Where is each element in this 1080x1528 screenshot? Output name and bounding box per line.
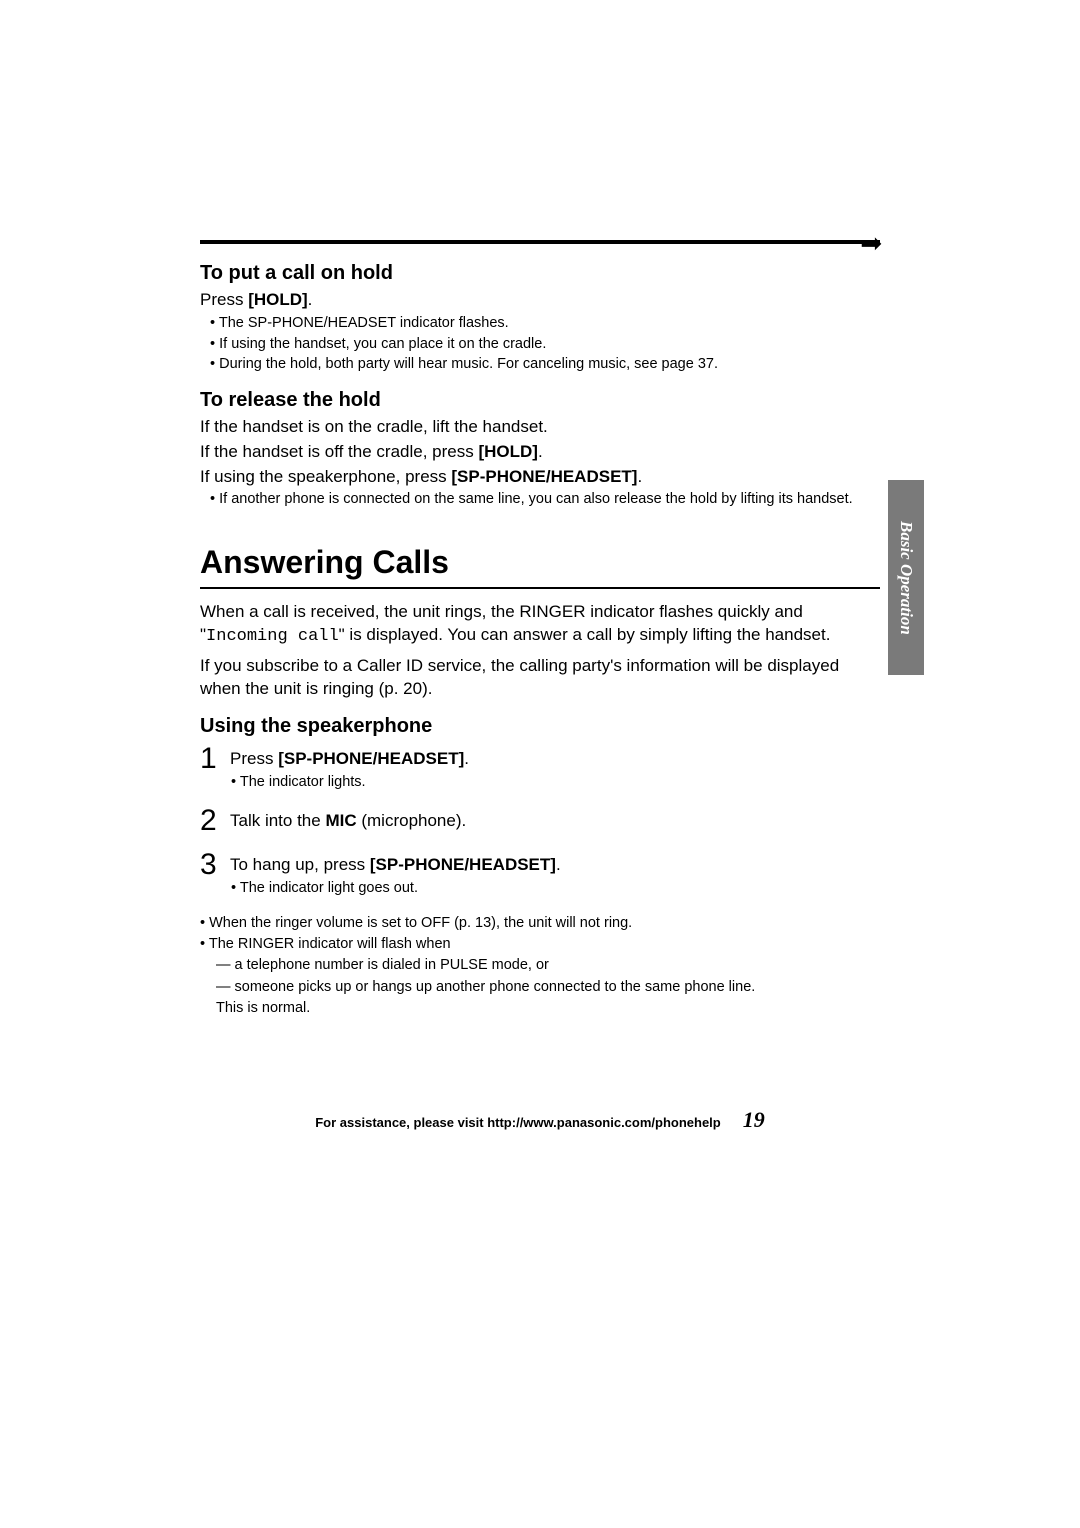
- step-body: Press [SP-PHONE/HEADSET]. • The indicato…: [230, 744, 469, 793]
- step-body: To hang up, press [SP-PHONE/HEADSET]. • …: [230, 850, 561, 899]
- text: .: [464, 749, 469, 768]
- hold-button-label: [HOLD]: [248, 290, 307, 309]
- heading-release-hold: To release the hold: [200, 389, 880, 412]
- hold-button-label: [HOLD]: [478, 442, 537, 461]
- section-rule: [200, 587, 880, 589]
- text: If using the speakerphone, press: [200, 467, 451, 486]
- step-1: 1 Press [SP-PHONE/HEADSET]. • The indica…: [200, 744, 880, 793]
- hold-bullets: • The SP-PHONE/HEADSET indicator flashes…: [200, 314, 880, 375]
- step-number: 2: [200, 806, 230, 836]
- text: If the handset is off the cradle, press: [200, 442, 478, 461]
- text: .: [538, 442, 543, 461]
- note-plain: This is normal.: [200, 998, 880, 1018]
- step-number: 3: [200, 850, 230, 880]
- answering-para-2: If you subscribe to a Caller ID service,…: [200, 655, 880, 701]
- text: .: [556, 855, 561, 874]
- heading-put-on-hold: To put a call on hold: [200, 262, 880, 285]
- text: .: [308, 290, 313, 309]
- step-3: 3 To hang up, press [SP-PHONE/HEADSET]. …: [200, 850, 880, 899]
- footnotes: • When the ringer volume is set to OFF (…: [200, 913, 880, 1018]
- answering-para-1: When a call is received, the unit rings,…: [200, 601, 880, 649]
- note-bullet: • When the ringer volume is set to OFF (…: [200, 913, 880, 933]
- step-2: 2 Talk into the MIC (microphone).: [200, 806, 880, 836]
- speakerphone-steps: 1 Press [SP-PHONE/HEADSET]. • The indica…: [200, 744, 880, 899]
- mic-label: MIC: [325, 811, 356, 830]
- top-horizontal-rule: ➡: [200, 240, 880, 244]
- step-sub-bullet: • The indicator lights.: [230, 773, 469, 793]
- incoming-call-display-text: Incoming call: [206, 627, 339, 646]
- page-number: 19: [743, 1107, 765, 1133]
- text: To hang up, press: [230, 855, 370, 874]
- bullet: • The SP-PHONE/HEADSET indicator flashes…: [210, 314, 880, 334]
- note-dash: — someone picks up or hangs up another p…: [200, 977, 880, 997]
- continue-arrow-icon: ➡: [860, 228, 882, 259]
- note-dash: — a telephone number is dialed in PULSE …: [200, 955, 880, 975]
- text: " is displayed. You can answer a call by…: [339, 625, 831, 644]
- heading-using-speakerphone: Using the speakerphone: [200, 715, 880, 738]
- bullet: • If using the handset, you can place it…: [210, 335, 880, 355]
- spphone-button-label: [SP-PHONE/HEADSET]: [278, 749, 464, 768]
- text: .: [637, 467, 642, 486]
- note-bullet: • The RINGER indicator will flash when: [200, 934, 880, 954]
- release-line-1: If the handset is on the cradle, lift th…: [200, 416, 880, 439]
- page-footer: For assistance, please visit http://www.…: [200, 1107, 880, 1133]
- text: Press: [200, 290, 248, 309]
- heading-answering-calls: Answering Calls: [200, 544, 880, 581]
- bullet: • If another phone is connected on the s…: [210, 490, 880, 510]
- text: (microphone).: [357, 811, 467, 830]
- assistance-url: For assistance, please visit http://www.…: [315, 1115, 721, 1130]
- release-line-3: If using the speakerphone, press [SP-PHO…: [200, 466, 880, 489]
- step-number: 1: [200, 744, 230, 774]
- release-bullets: • If another phone is connected on the s…: [200, 490, 880, 510]
- text: Talk into the: [230, 811, 325, 830]
- bullet: • During the hold, both party will hear …: [210, 355, 880, 375]
- step-sub-bullet: • The indicator light goes out.: [230, 879, 561, 899]
- spphone-button-label: [SP-PHONE/HEADSET]: [370, 855, 556, 874]
- press-hold-line: Press [HOLD].: [200, 289, 880, 312]
- page-content: ➡ To put a call on hold Press [HOLD]. • …: [0, 0, 1080, 1079]
- step-body: Talk into the MIC (microphone).: [230, 806, 466, 833]
- text: Press: [230, 749, 278, 768]
- spphone-button-label: [SP-PHONE/HEADSET]: [451, 467, 637, 486]
- release-line-2: If the handset is off the cradle, press …: [200, 441, 880, 464]
